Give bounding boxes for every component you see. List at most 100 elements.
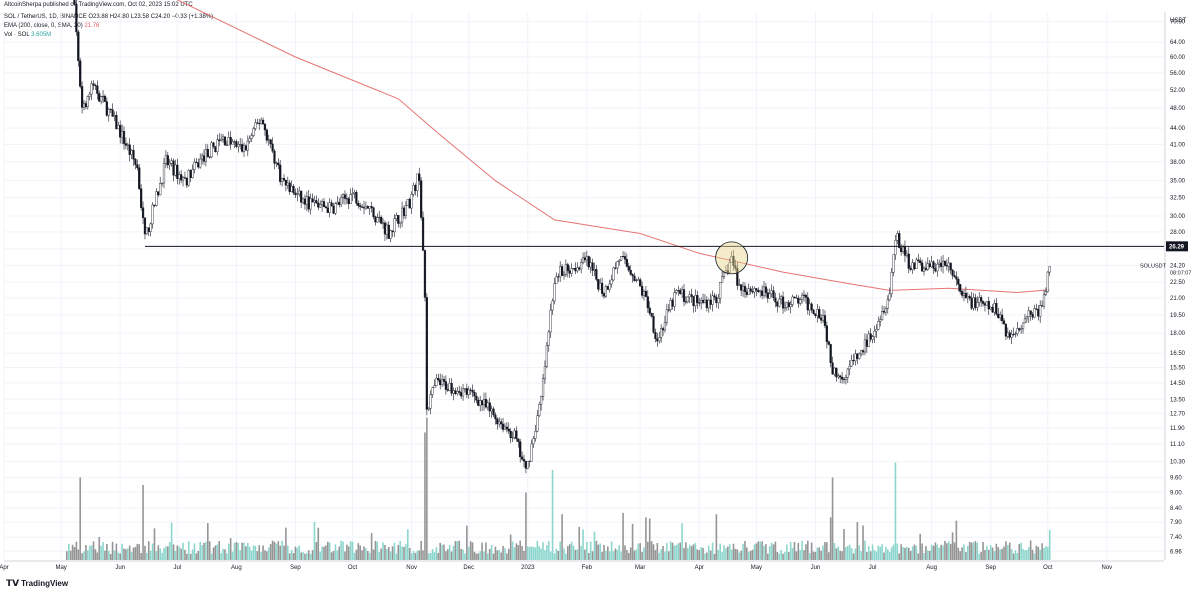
candle-body [909, 268, 912, 270]
volume-bar [368, 552, 371, 560]
volume-bar [146, 552, 148, 560]
candle-body [829, 344, 832, 363]
volume-bar [300, 552, 302, 560]
candle-body [265, 129, 268, 141]
volume-bar [155, 551, 158, 560]
volume-bar [163, 548, 165, 560]
volume-bar [850, 548, 853, 560]
candle-body [357, 203, 360, 206]
time-tick-label: Aug [231, 565, 242, 571]
candle-body [511, 437, 514, 439]
candle-body [907, 253, 910, 269]
candle-body [562, 274, 566, 276]
candle-body [328, 202, 331, 213]
volume-bar [978, 553, 981, 560]
volume-bar [397, 544, 400, 560]
candle-body [482, 399, 486, 406]
volume-bar [999, 549, 1001, 560]
volume-bar [631, 523, 634, 560]
candle-body [900, 247, 903, 252]
candle-body [913, 262, 916, 269]
candle-body [964, 293, 968, 299]
volume-bar [94, 549, 97, 560]
candle-body [126, 144, 129, 146]
volume-bar [525, 492, 527, 560]
candle-body [170, 160, 173, 164]
candle-body [532, 438, 535, 445]
volume-bar [349, 541, 352, 560]
candle-body [547, 331, 550, 346]
candle-body [797, 297, 800, 304]
volume-bar [927, 550, 929, 560]
volume-bar [568, 544, 571, 560]
volume-bar [707, 545, 710, 560]
volume-bar [553, 553, 556, 560]
volume-bar [502, 545, 504, 560]
candle-body [894, 240, 897, 255]
candle-body [347, 198, 350, 204]
candle-body [492, 408, 495, 416]
candle-body [250, 135, 253, 139]
volume-bar [711, 542, 714, 560]
candle-body [1027, 310, 1030, 317]
volume-bar [681, 523, 683, 560]
candle-body [924, 267, 928, 270]
volume-bar [384, 545, 386, 560]
candle-body [452, 390, 455, 394]
candle-body [540, 396, 543, 405]
volume-bar [635, 549, 638, 560]
candle-body [1021, 322, 1025, 329]
candle-body [595, 269, 598, 280]
candle-body [381, 222, 385, 224]
volume-bar [85, 545, 87, 560]
candle-body [530, 443, 533, 462]
candle-body [313, 200, 316, 203]
candle-body [1006, 332, 1009, 337]
legend-ema-label[interactable]: EMA (200, close, 0, SMA, 20) [4, 23, 83, 29]
volume-bar [250, 550, 253, 560]
candle-body [650, 313, 653, 317]
legend-symbol[interactable]: SOL / TetherUS, 1D, BINANCE [4, 14, 87, 20]
candle-body [667, 309, 670, 311]
candle-body [949, 262, 952, 271]
time-tick-label: Sep [985, 565, 996, 571]
candle-body [654, 331, 657, 340]
candle-body [197, 162, 200, 168]
candle-body [463, 388, 467, 390]
candle-body [740, 284, 743, 291]
volume-bar [807, 540, 809, 560]
price-tick-label: 70.00 [1170, 20, 1186, 26]
candle-body [557, 276, 560, 278]
legend-ema-value: 21.76 [84, 23, 100, 29]
volume-bar [69, 550, 72, 560]
candle-body [128, 144, 131, 155]
legend-vol-label[interactable]: Vol · SOL [4, 32, 30, 38]
volume-bar [176, 545, 179, 560]
candle-body [610, 279, 613, 285]
volume-bar [517, 545, 520, 560]
volume-bar [488, 548, 491, 560]
candle-body [115, 115, 118, 130]
candle-body [1018, 328, 1021, 331]
time-axis[interactable]: Apr May Jun Jul Aug Sep Oct Nov Dec 2023 Feb Mar Apr… [0, 560, 1164, 571]
volume-bar [894, 462, 897, 560]
candle-body [936, 263, 939, 272]
volume-bar [161, 552, 163, 560]
volume-bar [723, 545, 725, 560]
candle-body [901, 246, 905, 252]
candle-body [484, 399, 488, 408]
candle-body [957, 279, 960, 285]
candle-body [233, 141, 236, 143]
tradingview-brand[interactable]: 𝗧𝗩 TradingView [6, 578, 68, 589]
candle-body [395, 215, 398, 219]
candle-body [480, 400, 484, 406]
candle-body [985, 300, 988, 306]
volume-bar [833, 542, 836, 560]
candle-body [602, 293, 606, 297]
volume-bar [370, 533, 373, 560]
candle-body [541, 378, 545, 397]
candle-body [130, 150, 133, 155]
volume-bar [382, 542, 384, 560]
